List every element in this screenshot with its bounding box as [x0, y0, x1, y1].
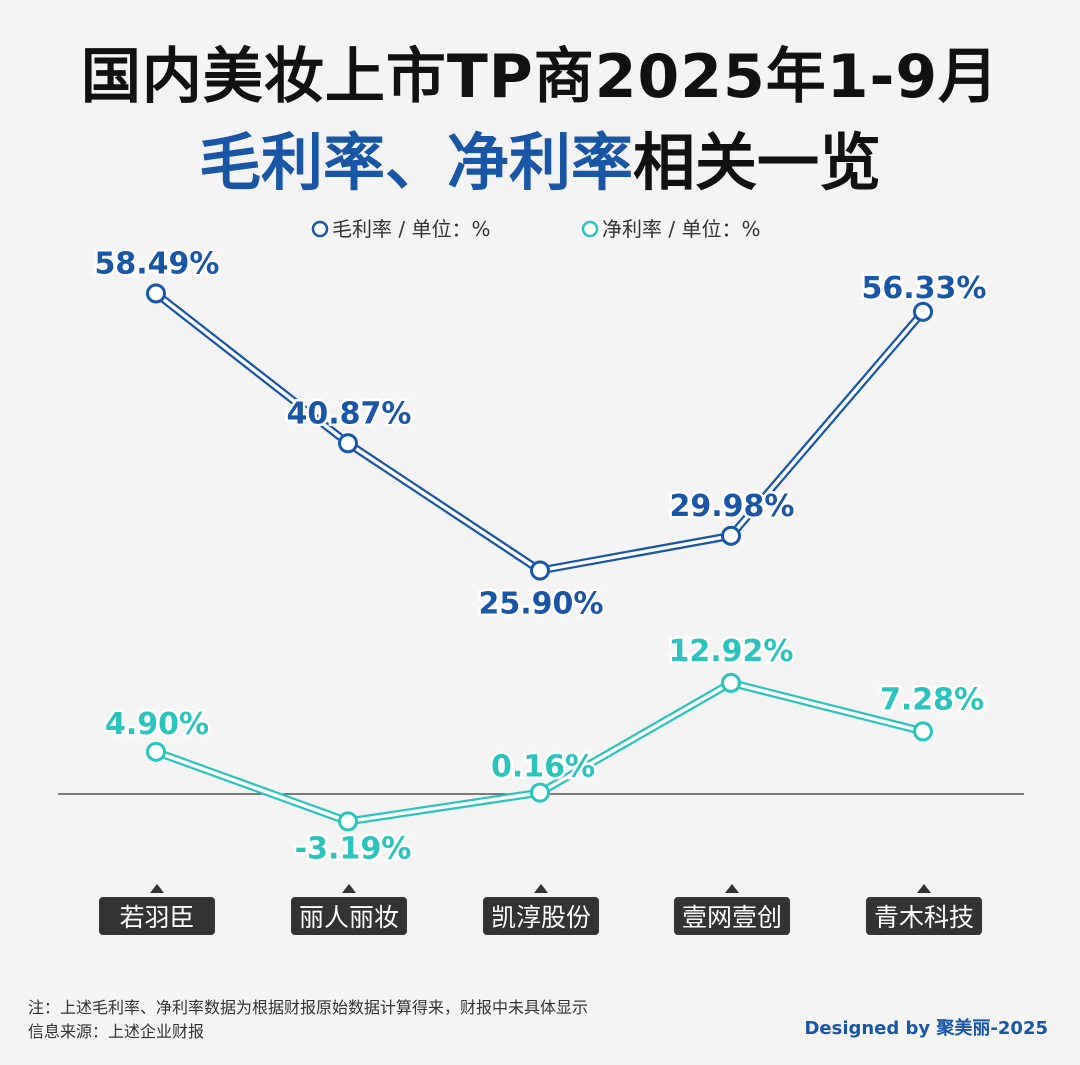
gross-margin-line-inner	[154, 291, 925, 573]
net-margin-data-label: 7.28%	[880, 682, 984, 717]
title-gross-margin: 毛利率	[198, 126, 385, 199]
chart-title-line2: 毛利率、净利率相关一览	[0, 112, 1080, 202]
category-pointer	[534, 884, 548, 893]
source-note: 信息来源：上述企业财报	[28, 1022, 205, 1041]
category-label: 青木科技	[874, 903, 974, 932]
net-margin-point	[913, 721, 933, 742]
gross-margin-data-label: 29.98%	[670, 489, 795, 524]
category-box	[99, 897, 215, 935]
credit: Designed by 聚美丽-2025	[804, 1018, 1048, 1039]
category-pointer	[917, 884, 931, 893]
gross-margin-point	[530, 560, 550, 581]
category-box	[674, 897, 790, 935]
gross-margin-point	[146, 283, 166, 304]
legend-net-margin-label: 净利率 / 单位：%	[602, 217, 760, 241]
category-pointer	[150, 884, 164, 893]
category-label: 丽人丽妆	[299, 903, 399, 932]
gross-margin-data-label: 56.33%	[862, 271, 987, 306]
net-margin-data-label: 4.90%	[105, 707, 209, 742]
category-label: 若羽臣	[119, 903, 194, 932]
net-margin-data-label: 12.92%	[669, 634, 794, 669]
legend-net-margin-marker	[581, 220, 599, 238]
legend-gross-margin-label: 毛利率 / 单位：%	[332, 217, 490, 241]
category-pointer	[342, 884, 356, 893]
category-box	[483, 897, 599, 935]
category-label: 壹网壹创	[682, 903, 782, 932]
gross-margin-point	[913, 301, 933, 322]
net-margin-data-label: -3.19%	[295, 831, 412, 866]
title-separator: 、	[384, 126, 447, 199]
footnote: 注：上述毛利率、净利率数据为根据财报原始数据计算得来，财报中未具体显示	[28, 998, 589, 1017]
category-box	[291, 897, 407, 935]
net-margin-point	[146, 741, 166, 762]
net-margin-data-label: 0.16%	[491, 750, 595, 785]
title-net-margin: 净利率	[447, 126, 634, 199]
category-box	[866, 897, 982, 935]
net-margin-point	[721, 672, 741, 693]
net-margin-point	[530, 782, 550, 803]
chart-title-line1: 国内美妆上市TP商2025年1-9月	[80, 42, 1000, 112]
category-label: 凯淳股份	[491, 903, 591, 932]
category-pointer	[725, 884, 739, 893]
title-tail: 相关一览	[633, 126, 882, 199]
gross-margin-data-label: 40.87%	[287, 396, 412, 431]
legend-gross-margin-marker	[311, 220, 329, 238]
gross-margin-point	[338, 433, 358, 454]
gross-margin-line-outer	[152, 289, 927, 575]
gross-margin-data-label: 58.49%	[95, 246, 220, 281]
net-margin-point	[338, 811, 358, 832]
gross-margin-point	[721, 525, 741, 546]
gross-margin-data-label: 25.90%	[479, 587, 604, 622]
